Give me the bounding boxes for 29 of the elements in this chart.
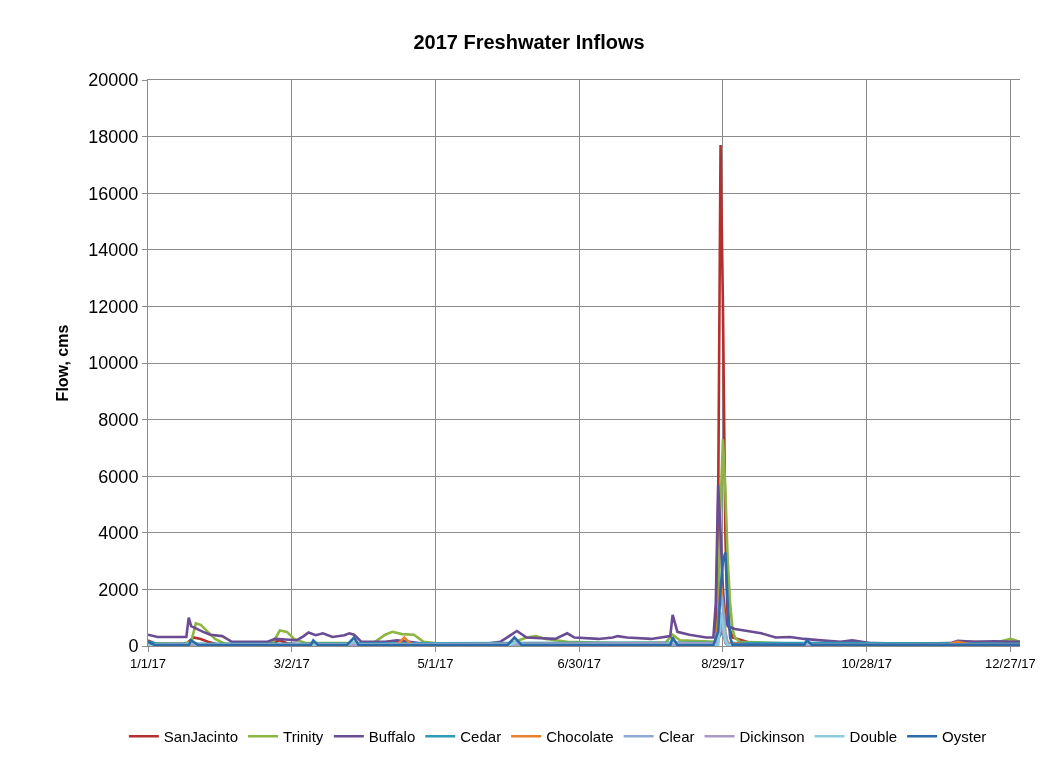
x-tick-label: 3/2/17: [273, 655, 310, 671]
legend-label: Buffalo: [368, 728, 416, 746]
x-tick-label: 1/1/17: [129, 655, 167, 671]
y-tick-label: 0: [128, 636, 139, 657]
legend-label: SanJacinto: [163, 728, 239, 746]
legend-label: Oyster: [942, 728, 987, 746]
y-tick-label: 16000: [88, 183, 139, 204]
legend-label: Trinity: [283, 728, 324, 746]
y-tick-label: 6000: [98, 466, 139, 487]
legend-label: Clear: [658, 728, 695, 746]
y-tick-label: 10000: [88, 353, 139, 374]
y-axis-title: Flow, cms: [54, 324, 72, 402]
y-tick-label: 4000: [98, 523, 139, 544]
y-tick-label: 20000: [88, 70, 139, 91]
legend-label: Chocolate: [546, 728, 614, 746]
y-tick-label: 2000: [98, 579, 139, 600]
legend-label: Dickinson: [739, 728, 805, 746]
x-tick-label: 10/28/17: [841, 655, 892, 671]
x-tick-label: 6/30/17: [557, 655, 601, 671]
x-tick-label: 8/29/17: [701, 655, 745, 671]
legend-label: Double: [849, 728, 898, 746]
y-tick-label: 12000: [88, 296, 139, 317]
legend-label: Cedar: [460, 728, 502, 746]
y-tick-label: 8000: [98, 409, 139, 430]
y-tick-label: 18000: [88, 126, 139, 147]
x-tick-label: 12/27/17: [985, 655, 1036, 671]
x-tick-label: 5/1/17: [417, 655, 454, 671]
chart-title: 2017 Freshwater Inflows: [413, 31, 645, 54]
y-tick-label: 14000: [88, 240, 139, 261]
